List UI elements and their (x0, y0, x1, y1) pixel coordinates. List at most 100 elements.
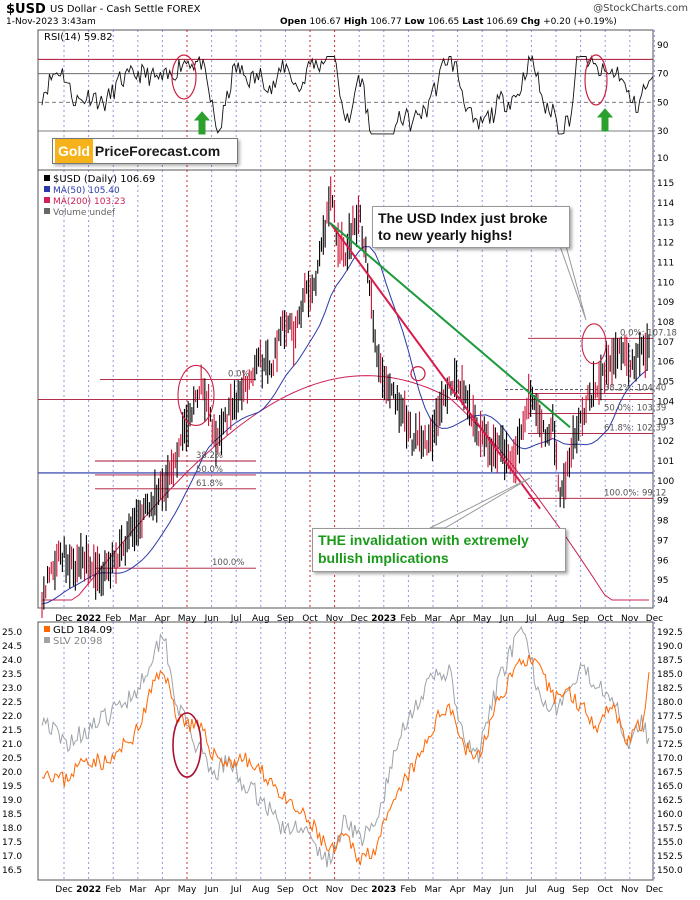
x-tick-label-price: Jul (525, 614, 537, 624)
metals-y-tick-left: 17.0 (2, 852, 22, 862)
metals-y-tick-left: 21.5 (2, 726, 22, 736)
metals-y-tick-left: 22.5 (2, 698, 22, 708)
metals-y-tick-left: 23.5 (2, 670, 22, 680)
callout-top-pointer (559, 245, 587, 321)
metals-y-tick-right: 150.0 (657, 866, 683, 876)
x-tick-label-metals: Jul (525, 885, 537, 895)
x-tick-label-price: Nov (326, 614, 344, 624)
metals-y-tick-right: 157.5 (657, 824, 683, 834)
callout-bottom-text: THE invalidation with extremely bullish … (318, 532, 529, 566)
x-tick-label-metals: Dec (646, 885, 663, 895)
metals-y-tick-right: 175.0 (657, 726, 683, 736)
rsi-highlight-ellipse-left (171, 54, 197, 100)
panel-frame-metals (37, 621, 654, 881)
price-y-tick: 105 (657, 378, 674, 388)
price-circle-feb (410, 365, 426, 382)
metals-y-tick-left: 24.0 (2, 656, 22, 666)
symbol: $USD (6, 2, 46, 17)
price-legend-item: Volume undef (53, 208, 116, 218)
x-tick-label-price: Mar (129, 614, 146, 624)
chart-date: 1-Nov-2023 3:43am (6, 17, 96, 27)
price-y-tick: 101 (657, 457, 674, 467)
price-y-tick: 102 (657, 437, 674, 447)
metals-y-tick-left: 24.5 (2, 642, 22, 652)
rsi-y-tick: 90 (657, 41, 669, 51)
x-tick-label-price: Jul (230, 614, 242, 624)
x-tick-label-metals: Oct (302, 885, 318, 895)
x-tick-label-price: 2023 (371, 614, 396, 624)
x-tick-label-metals: Jun (204, 885, 219, 895)
green-up-arrow-right (596, 108, 614, 132)
metals-legend-item: SLV 20.98 (53, 636, 102, 647)
metals-y-tick-right: 162.5 (657, 796, 683, 806)
rsi-highlight-ellipse-right (584, 54, 608, 106)
metals-y-tick-right: 155.0 (657, 838, 683, 848)
x-tick-label-metals: Jun (499, 885, 514, 895)
metals-y-tick-right: 152.5 (657, 852, 683, 862)
x-tick-label-price: Feb (400, 614, 416, 624)
metals-y-tick-right: 192.5 (657, 628, 683, 638)
x-tick-label-price: 2022 (76, 614, 101, 624)
callout-top-text: The USD Index just broke to new yearly h… (378, 210, 548, 243)
metals-y-tick-right: 177.5 (657, 712, 683, 722)
metals-y-tick-left: 19.5 (2, 782, 22, 792)
green-up-arrow-left (193, 111, 211, 135)
price-legend-item: $USD (Daily) 106.69 (53, 174, 155, 185)
price-y-tick: 113 (657, 219, 674, 229)
price-y-tick: 96 (657, 556, 669, 566)
x-tick-label-price: Apr (450, 614, 466, 624)
fib-right-label: 50.0%: 103.39 (604, 404, 666, 414)
legend-swatch (44, 637, 50, 643)
price-y-tick: 98 (657, 517, 669, 527)
ma200-line (42, 375, 649, 601)
x-tick-label-price: Feb (105, 614, 121, 624)
x-tick-label-price: Oct (302, 614, 318, 624)
x-tick-label-metals: Feb (105, 885, 121, 895)
metals-ellipse (172, 712, 202, 778)
x-tick-label-price: Apr (155, 614, 171, 624)
legend-swatch (44, 626, 50, 632)
metals-y-tick-left: 16.5 (2, 866, 22, 876)
ohlc-readout: Open 106.67 High 106.77 Low 106.65 Last … (280, 17, 617, 27)
x-tick-label-metals: Aug (547, 885, 565, 895)
x-tick-label-metals: Nov (621, 885, 639, 895)
metals-y-tick-right: 160.0 (657, 810, 683, 820)
x-tick-label-price: Nov (621, 614, 639, 624)
metals-y-tick-right: 185.0 (657, 670, 683, 680)
legend-swatch (44, 208, 50, 214)
fib-right-label: 100.0%: 99.12 (604, 488, 666, 498)
panel-frame-price (37, 169, 654, 609)
x-tick-label-price: Dec (55, 614, 72, 624)
price-y-tick: 103 (657, 417, 674, 427)
price-y-tick: 107 (657, 338, 674, 348)
metals-y-tick-left: 20.0 (2, 768, 22, 778)
price-y-tick: 94 (657, 596, 669, 606)
price-y-tick: 111 (657, 258, 674, 268)
price-y-tick: 100 (657, 477, 674, 487)
x-tick-label-price: Jun (204, 614, 219, 624)
callout-invalidation: THE invalidation with extremely bullish … (312, 528, 566, 572)
x-tick-label-metals: 2022 (76, 885, 101, 895)
metals-y-tick-left: 21.0 (2, 740, 22, 750)
metals-y-tick-left: 25.0 (2, 628, 22, 638)
price-y-tick: 95 (657, 576, 668, 586)
fib-left-label: 0.0% (228, 370, 250, 380)
price-legend-item: MA(50) 105.40 (53, 186, 120, 196)
price-y-tick: 97 (657, 536, 668, 546)
fib-right-label: 0.0%: 107.18 (620, 328, 677, 338)
callout-usd-yearly-high: The USD Index just broke to new yearly h… (372, 206, 570, 248)
x-tick-label-price: Jun (499, 614, 514, 624)
legend-swatch (44, 197, 50, 203)
goldpriceforecast-logo: Gold PriceForecast.com (52, 138, 238, 164)
price-y-tick: 110 (657, 278, 674, 288)
fib-right-label: 61.8%: 102.39 (604, 423, 666, 433)
x-tick-label-metals: Sep (572, 885, 589, 895)
rsi-legend: RSI(14) 59.82 (44, 32, 113, 43)
x-tick-label-price: Aug (252, 614, 270, 624)
x-tick-label-metals: Sep (277, 885, 294, 895)
fib-left-label: 61.8% (196, 479, 223, 489)
fib-left-label: 50.0% (196, 465, 223, 475)
rsi-y-tick: 30 (657, 127, 669, 137)
metals-y-tick-left: 20.5 (2, 754, 22, 764)
symbol-description: US Dollar - Cash Settle FOREX (50, 4, 201, 15)
